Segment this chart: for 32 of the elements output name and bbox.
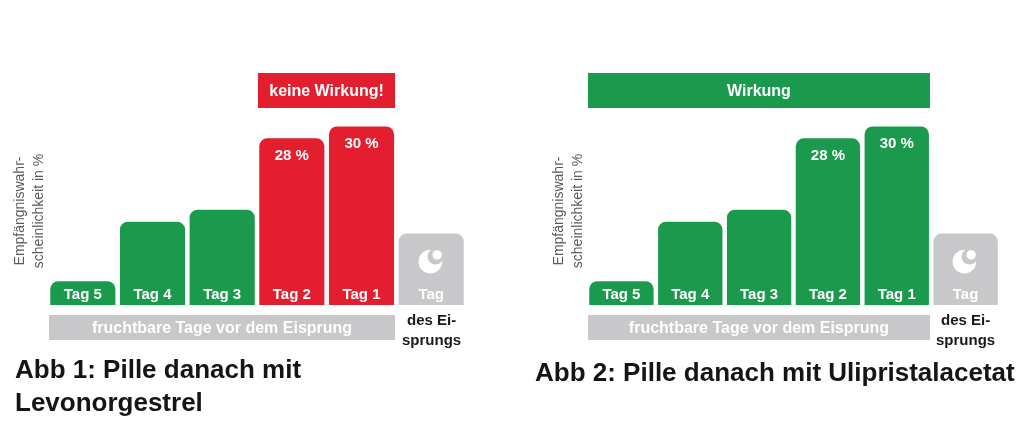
bar (328, 126, 395, 305)
bar (864, 126, 929, 305)
data-label: 30 % (344, 134, 379, 152)
x-tick-label: Tag 3 (203, 285, 242, 302)
bar (398, 233, 464, 305)
y-axis-title: Empfängniswahr- scheinlichkeit in % (550, 153, 585, 269)
bar (726, 209, 792, 305)
x-tick-label: Tag 3 (740, 285, 779, 302)
x-tick-label: Tag 1 (342, 285, 381, 302)
text: des Ei- sprungs (402, 311, 462, 348)
x-tick-label: Tag 5 (63, 285, 102, 302)
data-label: 28 % (274, 146, 309, 164)
x-tick-label: Tag 4 (133, 285, 173, 302)
x-tick-label: Tag 2 (272, 285, 311, 302)
text: keine Wirkung! (269, 82, 384, 99)
x-tick-label: Tag 4 (671, 285, 710, 302)
bar (189, 209, 255, 305)
text: des Ei- sprungs (936, 311, 996, 348)
bar (119, 221, 186, 305)
x-tick-label: Tag 1 (877, 285, 916, 302)
bar (933, 233, 998, 305)
text: Abb 2: Pille danach mit Ulipristalacetat (535, 356, 1015, 389)
text: Abb 1: Pille danach mit Levonorgestrel (15, 353, 302, 419)
data-label: 30 % (879, 134, 914, 152)
x-tick-label: Tag 2 (808, 285, 847, 302)
bar (658, 221, 723, 305)
bar (259, 138, 325, 305)
data-label: 28 % (810, 146, 846, 164)
text: Wirkung (727, 82, 791, 99)
bar (795, 138, 861, 305)
y-axis-title: Empfängniswahr- scheinlichkeit in % (11, 153, 46, 269)
x-tick-label: Tag 5 (602, 285, 641, 302)
